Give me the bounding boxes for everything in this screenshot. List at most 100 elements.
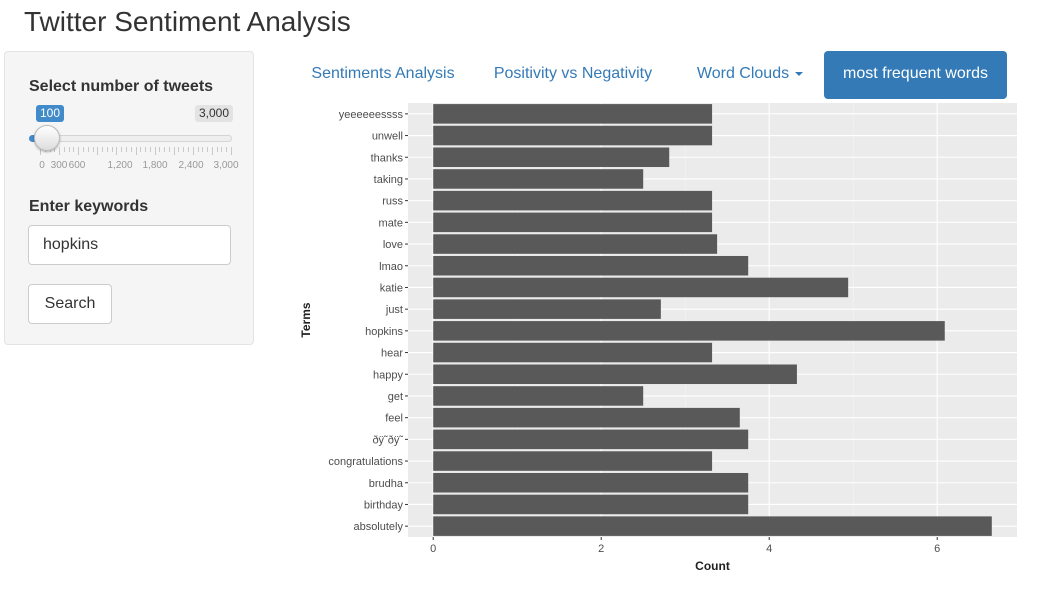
y-tick-label: brudha — [369, 478, 404, 490]
tab-label: most frequent words — [843, 65, 988, 82]
tab-label: Positivity vs Negativity — [493, 65, 653, 82]
chevron-down-icon — [795, 71, 804, 76]
y-tick-label: lmao — [379, 261, 403, 273]
tab-most-frequent-words[interactable]: most frequent words — [824, 51, 1007, 99]
slider-tick — [173, 147, 175, 155]
y-tick-label: get — [388, 391, 403, 403]
x-tick-label: 0 — [430, 543, 436, 555]
slider-tick — [159, 147, 161, 152]
bar — [433, 299, 661, 319]
y-tick-label: thanks — [371, 152, 404, 164]
bar — [433, 429, 749, 450]
bar — [433, 147, 670, 168]
slider-tick — [68, 147, 70, 152]
slider-tick — [221, 147, 223, 152]
slider-tick — [197, 147, 199, 152]
frequent-words-chart: yeeeeeessss unwell thanks taking russ mate lov… — [299, 103, 1017, 573]
slider-tick — [87, 147, 89, 152]
y-axis-title: Terms — [299, 302, 313, 337]
bar — [433, 104, 713, 124]
slider-tick-label: 600 — [68, 160, 86, 171]
bar — [433, 234, 718, 254]
slider-tick-label: 3,000 — [213, 160, 239, 171]
slider-tick — [82, 147, 84, 152]
keywords-input[interactable]: hopkins — [28, 225, 231, 265]
slider-tick-label: 0 — [39, 160, 45, 171]
page-title: Twitter Sentiment Analysis — [24, 6, 351, 37]
y-tick-label: happy — [373, 369, 403, 381]
slider-tick-label: 1,800 — [142, 160, 168, 171]
y-tick-label: hear — [381, 348, 403, 360]
slider-tick — [149, 147, 151, 152]
sidebar-panel: Select number of tweets 100 3,000 0 300 60… — [4, 51, 254, 345]
slider-tick-label: 300 — [50, 160, 68, 171]
bar — [433, 472, 749, 493]
slider-tick — [226, 147, 228, 152]
slider-tick — [73, 147, 75, 152]
slider-tick — [183, 147, 185, 152]
bar — [433, 364, 797, 385]
y-tick-label: love — [383, 239, 403, 251]
slider-tick — [97, 147, 99, 155]
slider-max-badge: 3,000 — [195, 105, 234, 122]
slider-tick — [59, 147, 61, 155]
y-tick-label: just — [385, 304, 403, 316]
slider-tick — [188, 147, 190, 152]
slider-tick — [116, 147, 118, 155]
bar — [433, 212, 713, 233]
x-tick-label: 2 — [598, 543, 604, 555]
slider-tick — [178, 147, 180, 152]
bar — [433, 494, 749, 515]
y-tick-label: feel — [385, 413, 403, 425]
slider-tick — [135, 147, 137, 155]
slider-tick — [154, 147, 156, 155]
bar — [433, 407, 740, 428]
y-tick-label: taking — [374, 174, 403, 186]
slider-tick — [54, 147, 56, 152]
slider-tick — [92, 147, 94, 152]
slider-value-badge: 100 — [36, 105, 65, 122]
slider-tick — [231, 147, 232, 155]
y-tick-label: mate — [379, 217, 403, 229]
slider-tick — [192, 147, 194, 155]
x-tick-label: 4 — [766, 543, 772, 555]
slider-tick — [111, 147, 113, 152]
slider-tick — [40, 147, 41, 155]
slider-tick — [63, 147, 65, 152]
bar — [433, 190, 713, 211]
y-tick-label: russ — [382, 196, 403, 208]
bar — [433, 386, 644, 406]
y-tick-label: congratulations — [328, 456, 403, 468]
tab-sentiments-analysis[interactable]: Sentiments Analysis — [292, 51, 474, 99]
slider-tick — [202, 147, 204, 152]
slider-tick-label: 2,400 — [178, 160, 204, 171]
y-tick-label: yeeeeeessss — [339, 109, 404, 121]
tab-label: Sentiments Analysis — [311, 65, 455, 82]
slider-tick — [140, 147, 142, 152]
slider-tick — [78, 147, 80, 155]
slider-tick — [130, 147, 132, 152]
slider-tick — [106, 147, 108, 152]
tab-positivity-vs-negativity[interactable]: Positivity vs Negativity — [482, 51, 664, 99]
bar — [433, 321, 945, 341]
bar — [433, 125, 713, 146]
bar — [433, 277, 849, 298]
slider-tick — [216, 147, 218, 152]
y-tick-label: absolutely — [353, 521, 403, 533]
x-axis-title: Count — [695, 559, 730, 573]
plot-panel — [408, 103, 1017, 537]
keywords-label: Enter keywords — [29, 198, 149, 215]
bar — [433, 342, 713, 363]
tab-word-clouds[interactable]: Word Clouds — [684, 51, 816, 99]
slider-tick — [211, 147, 213, 155]
slider-tick — [207, 147, 209, 152]
search-button[interactable]: Search — [28, 284, 112, 324]
slider-tick — [145, 147, 147, 152]
bar — [433, 169, 644, 189]
bar — [433, 451, 713, 471]
bar — [433, 255, 749, 276]
slider-tick-label: 1,200 — [107, 160, 133, 171]
y-tick-label: unwell — [372, 131, 403, 143]
slider-ticks — [40, 147, 232, 159]
slider-handle[interactable] — [34, 125, 60, 151]
